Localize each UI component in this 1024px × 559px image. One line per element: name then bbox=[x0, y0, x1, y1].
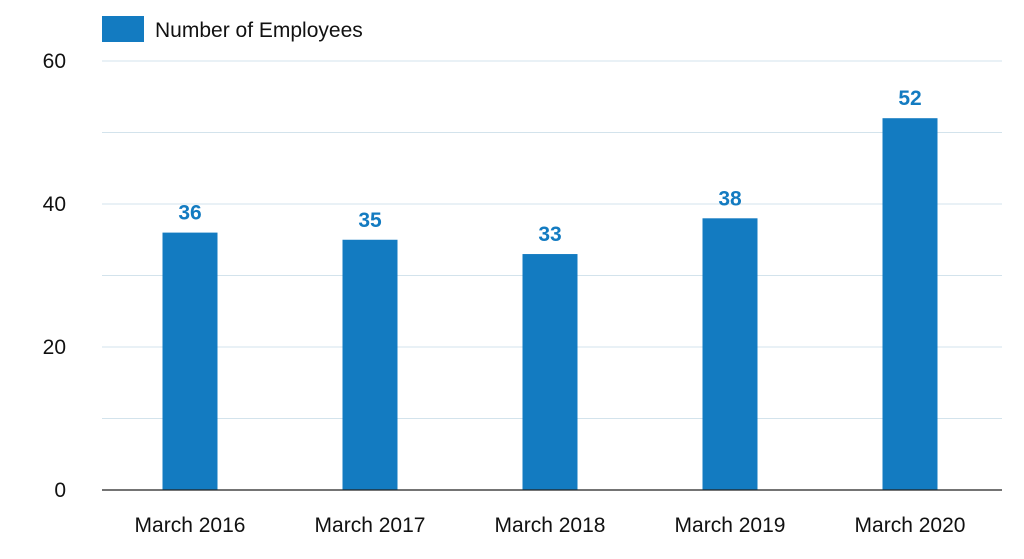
data-label: 33 bbox=[538, 223, 561, 246]
bar bbox=[162, 232, 218, 490]
chart-legend: Number of Employees bbox=[102, 16, 363, 42]
legend-label: Number of Employees bbox=[155, 19, 363, 42]
x-tick-label: March 2017 bbox=[315, 514, 426, 537]
y-tick-label: 20 bbox=[43, 336, 66, 359]
x-axis-ticks: March 2016 March 2017 March 2018 March 2019… bbox=[135, 514, 966, 537]
x-tick-label: March 2016 bbox=[135, 514, 246, 537]
x-tick-label: March 2018 bbox=[495, 514, 606, 537]
data-label: 52 bbox=[898, 87, 921, 110]
bar bbox=[882, 118, 938, 490]
x-tick-label: March 2019 bbox=[675, 514, 786, 537]
data-label: 36 bbox=[178, 202, 201, 225]
bar bbox=[522, 254, 578, 490]
y-tick-label: 40 bbox=[43, 193, 66, 216]
data-labels: 36 35 33 38 52 bbox=[178, 87, 921, 246]
legend-swatch bbox=[102, 16, 144, 42]
y-tick-label: 60 bbox=[43, 50, 66, 73]
bar bbox=[342, 239, 398, 490]
x-tick-label: March 2020 bbox=[855, 514, 966, 537]
y-tick-label: 0 bbox=[54, 479, 66, 502]
bar bbox=[702, 218, 758, 491]
y-axis-ticks: 0 20 40 60 bbox=[43, 50, 66, 502]
data-label: 35 bbox=[358, 209, 382, 232]
data-label: 38 bbox=[718, 187, 742, 210]
bars bbox=[162, 118, 938, 491]
